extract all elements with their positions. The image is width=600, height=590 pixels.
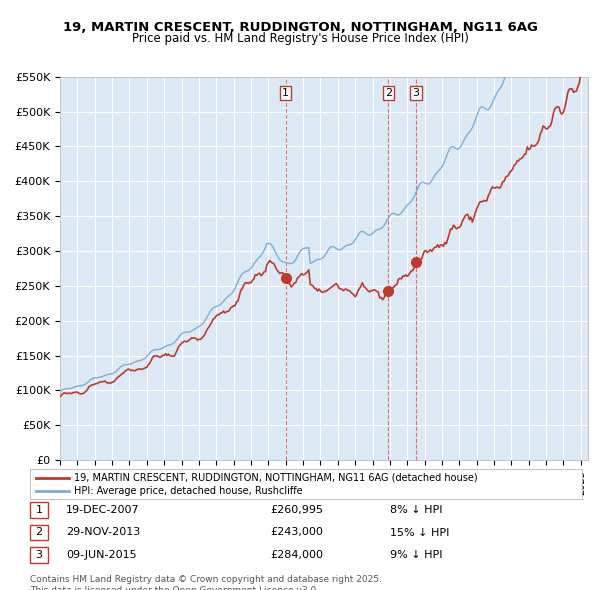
Text: 19, MARTIN CRESCENT, RUDDINGTON, NOTTINGHAM, NG11 6AG (detached house): 19, MARTIN CRESCENT, RUDDINGTON, NOTTING… (74, 473, 478, 483)
Text: Price paid vs. HM Land Registry's House Price Index (HPI): Price paid vs. HM Land Registry's House … (131, 32, 469, 45)
Text: 9% ↓ HPI: 9% ↓ HPI (390, 550, 443, 560)
Text: 3: 3 (412, 88, 419, 98)
Text: 19, MARTIN CRESCENT, RUDDINGTON, NOTTINGHAM, NG11 6AG: 19, MARTIN CRESCENT, RUDDINGTON, NOTTING… (62, 21, 538, 34)
Text: 2: 2 (35, 527, 43, 537)
Text: 1: 1 (35, 505, 43, 515)
Text: HPI: Average price, detached house, Rushcliffe: HPI: Average price, detached house, Rush… (74, 486, 303, 496)
Text: £243,000: £243,000 (270, 527, 323, 537)
Text: 2: 2 (385, 88, 392, 98)
Text: 29-NOV-2013: 29-NOV-2013 (66, 527, 140, 537)
Text: 19-DEC-2007: 19-DEC-2007 (66, 505, 140, 515)
Text: 09-JUN-2015: 09-JUN-2015 (66, 550, 137, 560)
Text: 15% ↓ HPI: 15% ↓ HPI (390, 527, 449, 537)
Text: £284,000: £284,000 (270, 550, 323, 560)
Text: 3: 3 (35, 550, 43, 560)
Text: £260,995: £260,995 (270, 505, 323, 515)
Text: Contains HM Land Registry data © Crown copyright and database right 2025.
This d: Contains HM Land Registry data © Crown c… (30, 575, 382, 590)
Text: 1: 1 (282, 88, 289, 98)
Text: 8% ↓ HPI: 8% ↓ HPI (390, 505, 443, 515)
